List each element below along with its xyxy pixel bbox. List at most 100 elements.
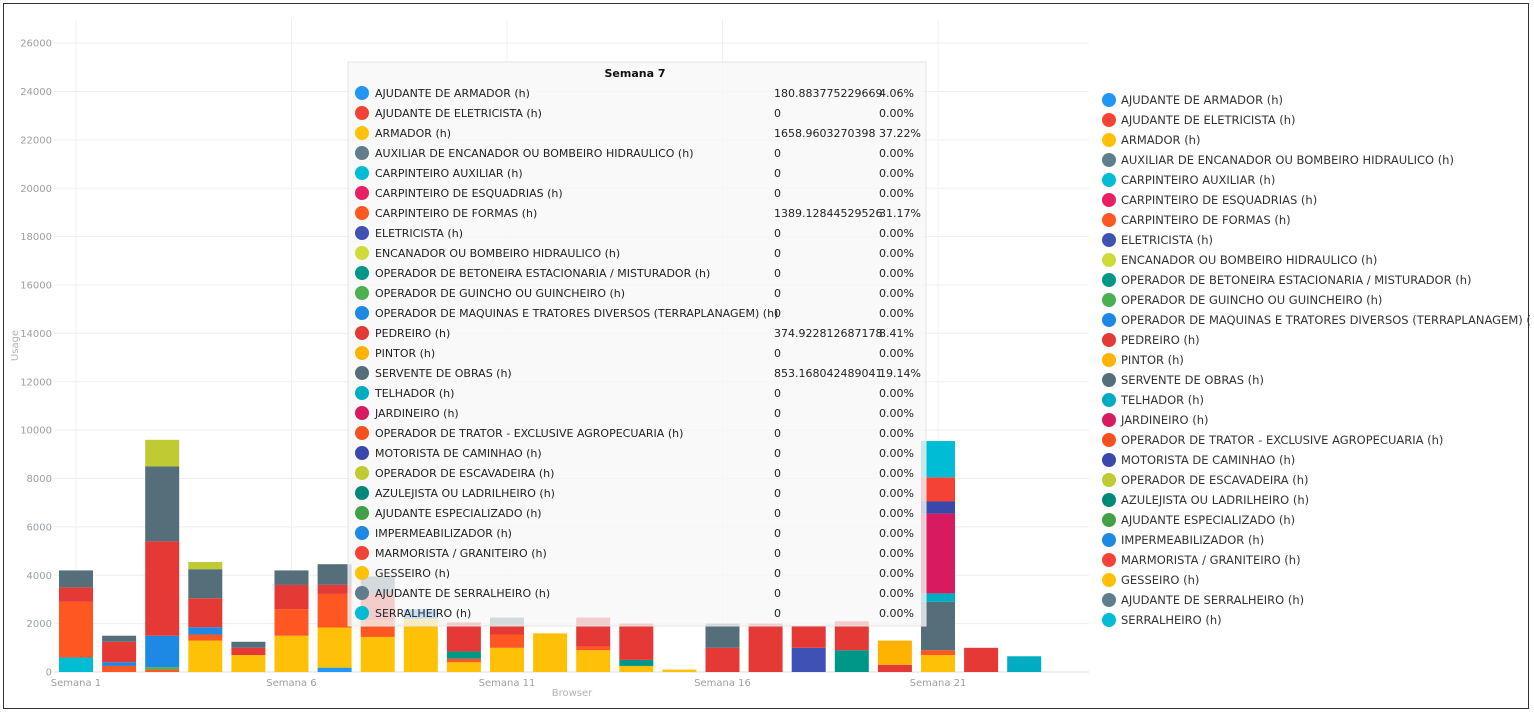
legend-swatch	[1102, 213, 1116, 227]
bar-segment[interactable]	[834, 650, 869, 672]
bar-segment[interactable]	[274, 609, 309, 636]
legend-item[interactable]: ENCANADOR OU BOMBEIRO HIDRAULICO (h)	[1102, 253, 1377, 267]
bar-segment[interactable]	[1007, 656, 1042, 672]
tooltip-percent: 31.17%	[879, 207, 921, 220]
bar-segment[interactable]	[188, 569, 223, 599]
legend-label: PEDREIRO (h)	[1121, 333, 1200, 347]
bar-segment[interactable]	[921, 441, 955, 478]
legend-item[interactable]: JARDINEIRO (h)	[1102, 413, 1209, 427]
bar-segment[interactable]	[791, 626, 826, 648]
bar-segment[interactable]	[921, 501, 955, 514]
legend-item[interactable]: MARMORISTA / GRANITEIRO (h)	[1102, 553, 1301, 567]
bar-segment[interactable]	[274, 584, 309, 610]
bar-segment[interactable]	[662, 669, 697, 672]
bar-segment[interactable]	[317, 584, 352, 594]
bar-segment[interactable]	[921, 601, 955, 651]
legend-item[interactable]: OPERADOR DE GUINCHO OU GUINCHEIRO (h)	[1102, 293, 1382, 307]
bar-segment[interactable]	[188, 561, 223, 570]
bar-segment[interactable]	[317, 564, 352, 585]
bar-segment[interactable]	[317, 627, 352, 668]
bar-segment[interactable]	[576, 650, 611, 672]
bar-segment[interactable]	[360, 636, 395, 672]
bar-segment[interactable]	[59, 657, 93, 672]
bar-segment[interactable]	[490, 647, 524, 672]
bar-segment[interactable]	[145, 635, 180, 668]
bar-segment[interactable]	[705, 647, 740, 672]
bar-segment[interactable]	[446, 658, 481, 663]
bar-segment[interactable]	[576, 646, 611, 651]
bar-segment[interactable]	[877, 664, 912, 672]
bar-segment[interactable]	[619, 659, 654, 666]
legend-item[interactable]: SERRALHEIRO (h)	[1102, 613, 1222, 627]
bar-segment[interactable]	[145, 667, 180, 670]
tooltip-percent: 0.00%	[879, 187, 914, 200]
bar-segment[interactable]	[59, 601, 93, 658]
legend-item[interactable]: GESSEIRO (h)	[1102, 573, 1199, 587]
legend-item[interactable]: ELETRICISTA (h)	[1102, 233, 1213, 247]
bar-segment[interactable]	[921, 655, 955, 672]
bar-segment[interactable]	[188, 634, 223, 641]
bar-segment[interactable]	[188, 640, 223, 672]
bar-segment[interactable]	[446, 622, 481, 652]
bar-segment[interactable]	[533, 633, 568, 672]
tooltip-row: AJUDANTE DE SERRALHEIRO (h) 0 0.00%	[355, 586, 914, 600]
legend-item[interactable]: CARPINTEIRO DE ESQUADRIAS (h)	[1102, 193, 1317, 207]
legend-item[interactable]: AJUDANTE DE ELETRICISTA (h)	[1102, 113, 1296, 127]
tooltip-row: AUXILIAR DE ENCANADOR OU BOMBEIRO HIDRAU…	[355, 146, 914, 160]
bar-segment[interactable]	[619, 623, 654, 660]
bar-segment[interactable]	[877, 640, 912, 665]
bar-segment[interactable]	[102, 641, 137, 663]
bar-segment[interactable]	[145, 466, 180, 542]
legend-item[interactable]: IMPERMEABILIZADOR (h)	[1102, 533, 1264, 547]
bar-segment[interactable]	[231, 647, 266, 656]
bar-segment[interactable]	[921, 513, 955, 594]
bar-segment[interactable]	[274, 635, 309, 672]
bar-segment[interactable]	[619, 665, 654, 672]
legend-item[interactable]: OPERADOR DE MAQUINAS E TRATORES DIVERSOS…	[1102, 313, 1530, 327]
legend-item[interactable]: AZULEJISTA OU LADRILHEIRO (h)	[1102, 493, 1309, 507]
bar-segment[interactable]	[705, 623, 740, 648]
bar-segment[interactable]	[231, 655, 266, 672]
bar-segment[interactable]	[921, 650, 955, 656]
bar-segment[interactable]	[59, 570, 93, 588]
bar-segment[interactable]	[274, 570, 309, 585]
legend-item[interactable]: OPERADOR DE ESCAVADEIRA (h)	[1102, 473, 1309, 487]
bar-segment[interactable]	[791, 647, 826, 672]
legend-item[interactable]: MOTORISTA DE CAMINHAO (h)	[1102, 453, 1295, 467]
legend-item[interactable]: CARPINTEIRO DE FORMAS (h)	[1102, 213, 1291, 227]
legend-item[interactable]: PEDREIRO (h)	[1102, 333, 1200, 347]
bar-segment[interactable]	[317, 667, 352, 672]
legend-item[interactable]: TELHADOR (h)	[1102, 393, 1204, 407]
bar-segment[interactable]	[446, 662, 481, 672]
legend-swatch	[1102, 153, 1116, 167]
bar-segment[interactable]	[748, 623, 783, 672]
bar-segment[interactable]	[102, 665, 137, 672]
bar-segment[interactable]	[490, 624, 524, 635]
bar-segment[interactable]	[231, 641, 266, 648]
bar-segment[interactable]	[102, 662, 137, 666]
legend-item[interactable]: ARMADOR (h)	[1102, 133, 1200, 147]
legend-item[interactable]: AJUDANTE DE SERRALHEIRO (h)	[1102, 593, 1304, 607]
bar-segment[interactable]	[59, 587, 93, 602]
legend-item[interactable]: CARPINTEIRO AUXILIAR (h)	[1102, 173, 1275, 187]
legend-item[interactable]: OPERADOR DE BETONEIRA ESTACIONARIA / MIS…	[1102, 273, 1472, 287]
bar-segment[interactable]	[403, 618, 438, 672]
bar-segment[interactable]	[317, 593, 352, 628]
bar-segment[interactable]	[446, 651, 481, 659]
legend-item[interactable]: AUXILIAR DE ENCANADOR OU BOMBEIRO HIDRAU…	[1102, 153, 1454, 167]
bar-segment[interactable]	[964, 647, 999, 672]
bar-segment[interactable]	[102, 635, 137, 642]
legend-item[interactable]: PINTOR (h)	[1102, 353, 1184, 367]
bar-segment[interactable]	[921, 593, 955, 602]
legend-item[interactable]: OPERADOR DE TRATOR - EXCLUSIVE AGROPECUA…	[1102, 433, 1443, 447]
bar-segment[interactable]	[188, 598, 223, 628]
bar-segment[interactable]	[490, 634, 524, 648]
bar-segment[interactable]	[188, 627, 223, 635]
legend-item[interactable]: SERVENTE DE OBRAS (h)	[1102, 373, 1264, 387]
bar-segment[interactable]	[921, 477, 955, 502]
bar-segment[interactable]	[145, 439, 180, 467]
legend-item[interactable]: AJUDANTE DE ARMADOR (h)	[1102, 93, 1283, 107]
legend-item[interactable]: AJUDANTE ESPECIALIZADO (h)	[1102, 513, 1295, 527]
bar-segment[interactable]	[145, 669, 180, 672]
bar-segment[interactable]	[145, 541, 180, 636]
